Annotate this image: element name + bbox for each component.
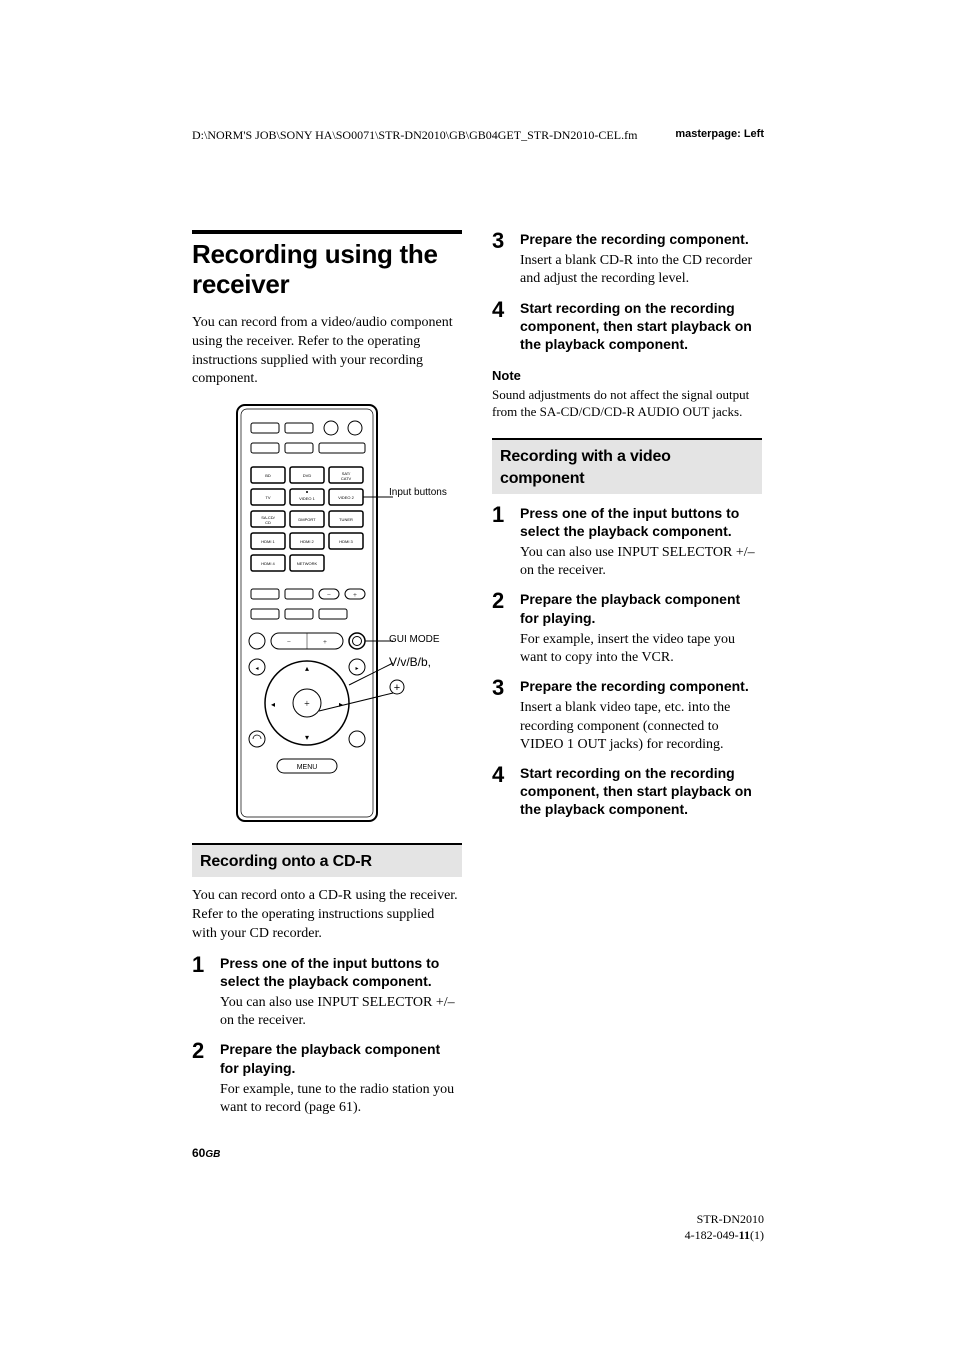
page-number: 60GB [192,1146,220,1160]
masterpage-label: masterpage: Left [675,128,764,143]
section-cdr-intro: You can record onto a CD-R using the rec… [192,887,462,944]
svg-text:▾: ▾ [305,733,309,742]
step-text: Insert a blank video tape, etc. into the… [520,699,762,754]
file-path: D:\NORM'S JOB\SONY HA\SO0071\STR-DN2010\… [192,128,637,143]
step-number: 3 [492,677,520,699]
footer-part: 4-182-049-11(1) [685,1228,764,1244]
footer-model: STR-DN2010 [685,1212,764,1228]
svg-text:VIDEO 1: VIDEO 1 [299,496,316,501]
content-area: Recording using the receiver You can rec… [192,230,762,1127]
svg-text:▸: ▸ [355,666,358,672]
step-number: 3 [492,230,520,252]
title-rule [192,230,462,234]
svg-text:HDMI 4: HDMI 4 [261,561,275,566]
svg-text:TUNER: TUNER [339,517,353,522]
section-video-title: Recording with a video component [492,438,762,493]
remote-svg: BD DVD SAT/CATV TV VIDEO 1 VIDEO 2 SA-CD… [207,403,447,823]
right-column: 3 Prepare the recording component. Inser… [492,230,762,1127]
svg-text:TV: TV [265,495,270,500]
svg-text:DMPORT: DMPORT [298,517,316,522]
main-title: Recording using the receiver [192,240,462,300]
video-step-3: 3 Prepare the recording component. Inser… [492,677,762,754]
svg-text:+: + [394,682,400,694]
step-heading: Prepare the playback component for playi… [220,1040,462,1076]
btn-bd: BD [265,473,271,478]
remote-diagram: BD DVD SAT/CATV TV VIDEO 1 VIDEO 2 SA-CD… [192,403,462,823]
svg-text:+: + [323,638,327,646]
video-step-2: 2 Prepare the playback component for pla… [492,590,762,667]
svg-text:VIDEO 2: VIDEO 2 [338,495,355,500]
svg-text:◂: ◂ [255,666,258,672]
step-heading: Prepare the recording component. [520,230,762,248]
cdr-step-3: 3 Prepare the recording component. Inser… [492,230,762,289]
svg-text:◂: ◂ [271,700,275,709]
page-number-gb: GB [205,1149,220,1160]
step-number: 2 [492,590,520,612]
step-number: 1 [192,954,220,976]
section-cdr-title: Recording onto a CD-R [192,843,462,877]
callout-gui-mode: GUI MODE [389,634,440,645]
footer-id: STR-DN2010 4-182-049-11(1) [685,1212,764,1243]
svg-text:▸: ▸ [339,700,343,709]
step-text: You can also use INPUT SELECTOR +/– on t… [520,544,762,580]
svg-text:MENU: MENU [297,764,318,771]
svg-text:HDMI 2: HDMI 2 [300,539,314,544]
step-text: For example, tune to the radio station y… [220,1081,462,1117]
intro-text: You can record from a video/audio compon… [192,314,462,390]
left-column: Recording using the receiver You can rec… [192,230,462,1127]
svg-text:DVD: DVD [303,473,312,478]
svg-text:▴: ▴ [305,664,309,673]
note-text: Sound adjustments do not affect the sign… [492,387,762,421]
svg-text:NETWORK: NETWORK [297,561,318,566]
cdr-step-2: 2 Prepare the playback component for pla… [192,1040,462,1117]
step-heading: Start recording on the recording compone… [520,764,762,819]
callout-enter-icon: + [389,679,405,698]
step-heading: Prepare the playback component for playi… [520,590,762,626]
svg-text:−: − [287,638,291,646]
svg-text:CATV: CATV [341,476,352,481]
step-number: 4 [492,299,520,321]
step-heading: Start recording on the recording compone… [520,299,762,354]
callout-input-buttons: Input buttons [389,487,447,498]
video-step-1: 1 Press one of the input buttons to sele… [492,504,762,581]
cdr-step-1: 1 Press one of the input buttons to sele… [192,954,462,1031]
svg-text:−: − [327,591,331,599]
step-text: You can also use INPUT SELECTOR +/– on t… [220,994,462,1030]
note-heading: Note [492,367,762,385]
svg-text:+: + [304,699,310,710]
svg-text:+: + [353,591,357,599]
step-text: Insert a blank CD-R into the CD recorder… [520,252,762,288]
step-heading: Press one of the input buttons to select… [520,504,762,540]
step-text: For example, insert the video tape you w… [520,631,762,667]
cdr-step-4: 4 Start recording on the recording compo… [492,299,762,358]
step-number: 1 [492,504,520,526]
svg-text:HDMI 3: HDMI 3 [339,539,353,544]
svg-text:HDMI 1: HDMI 1 [261,539,275,544]
step-heading: Press one of the input buttons to select… [220,954,462,990]
svg-text:CD: CD [265,520,271,525]
step-number: 2 [192,1040,220,1062]
page-number-value: 60 [192,1146,205,1160]
step-number: 4 [492,764,520,786]
step-heading: Prepare the recording component. [520,677,762,695]
page-header: D:\NORM'S JOB\SONY HA\SO0071\STR-DN2010\… [192,128,764,143]
video-step-4: 4 Start recording on the recording compo… [492,764,762,823]
callout-arrows: V/v/B/b, [389,656,431,669]
